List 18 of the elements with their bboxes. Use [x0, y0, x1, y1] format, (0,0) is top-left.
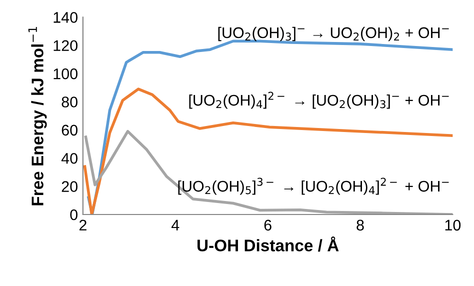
y-tick-label: 60 — [62, 124, 78, 136]
x-tick-label: 2 — [79, 220, 86, 230]
x-tick-label: 8 — [356, 220, 364, 231]
x-axis-title: U-OH Distance / Å — [198, 236, 339, 252]
y-tick-label: 40 — [61, 152, 78, 164]
y-tick-label: 20 — [62, 181, 78, 192]
y-tick-label: 0 — [70, 209, 78, 220]
text: [UO$_{2}$(OH)$_{3}$]$^{−}$ → UO$_{2}$(OH)$_{2}$ + OH$^{−}$ — [218, 26, 449, 42]
y-tick-label: 120 — [54, 40, 78, 52]
x-tick-label: 10 — [445, 220, 461, 231]
y-tick-label: 100 — [54, 68, 78, 80]
y-tick-label: 140 — [54, 12, 78, 23]
x-tick-label: 4 — [171, 220, 180, 230]
text: [UO$_{2}$(OH)$_{5}$]$^{3−}$ → [UO$_{2}$(OH)$_{4}$]$^{2−}$ + OH$^{−}$ — [178, 178, 449, 195]
y-axis-title: Free Energy / kJ mol$^{−1}$ — [28, 27, 47, 206]
y-tick-label: 80 — [62, 96, 78, 108]
text: [UO$_{2}$(OH)$_{4}$]$^{2−}$ → [UO$_{2}$(OH)$_{3}$]$^{−}$ + OH$^{−}$ — [189, 92, 449, 109]
x-tick-label: 6 — [264, 220, 272, 231]
